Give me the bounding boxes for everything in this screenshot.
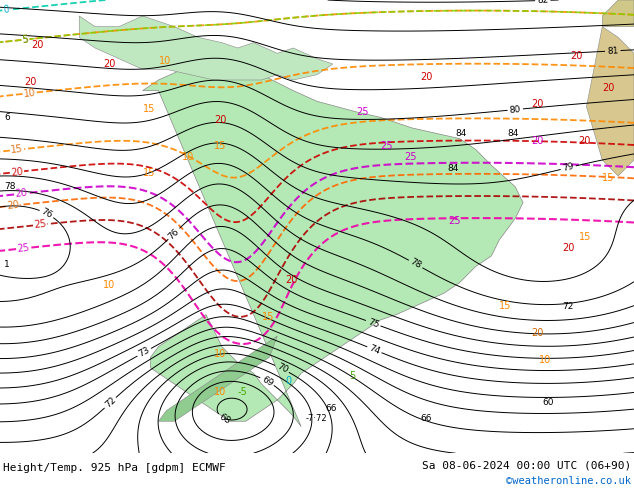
Text: 74: 74 bbox=[367, 343, 381, 356]
Text: 15: 15 bbox=[10, 144, 23, 155]
Text: 20: 20 bbox=[6, 200, 20, 211]
Text: 0: 0 bbox=[285, 376, 292, 386]
Text: 68: 68 bbox=[217, 412, 232, 425]
Text: 15: 15 bbox=[261, 312, 274, 322]
Text: 15: 15 bbox=[500, 301, 512, 311]
Text: 72: 72 bbox=[103, 395, 117, 410]
Text: 81: 81 bbox=[607, 46, 619, 56]
Text: 20: 20 bbox=[214, 115, 226, 124]
Text: 10: 10 bbox=[183, 152, 195, 162]
Text: 20: 20 bbox=[571, 50, 583, 61]
Text: 5: 5 bbox=[22, 34, 29, 45]
Text: 20: 20 bbox=[578, 136, 591, 146]
Text: 10: 10 bbox=[103, 280, 115, 290]
Text: 20: 20 bbox=[531, 98, 543, 109]
Text: 20: 20 bbox=[602, 83, 615, 93]
Text: 10: 10 bbox=[158, 56, 171, 66]
Text: 10: 10 bbox=[214, 387, 226, 396]
Text: 84: 84 bbox=[448, 164, 459, 172]
Text: 20: 20 bbox=[563, 243, 575, 253]
Text: 1: 1 bbox=[4, 260, 10, 269]
Polygon shape bbox=[158, 336, 278, 421]
Text: 20: 20 bbox=[32, 40, 44, 50]
Text: 10: 10 bbox=[214, 349, 226, 359]
Polygon shape bbox=[586, 26, 634, 176]
Text: 75: 75 bbox=[366, 317, 380, 329]
Text: 25: 25 bbox=[380, 141, 393, 151]
Text: 20: 20 bbox=[420, 72, 432, 82]
Text: 76: 76 bbox=[39, 207, 54, 220]
Text: 25: 25 bbox=[448, 216, 460, 226]
Text: 20: 20 bbox=[23, 77, 36, 87]
Text: 20: 20 bbox=[15, 188, 28, 199]
Text: 25: 25 bbox=[16, 243, 30, 254]
Text: 15: 15 bbox=[214, 141, 226, 151]
Text: 5: 5 bbox=[349, 370, 355, 381]
Text: -5: -5 bbox=[238, 387, 247, 396]
Text: 72: 72 bbox=[563, 302, 574, 311]
Polygon shape bbox=[602, 0, 634, 26]
Text: 20: 20 bbox=[531, 328, 543, 338]
Polygon shape bbox=[79, 16, 333, 80]
Text: 76: 76 bbox=[167, 226, 181, 241]
Text: 66: 66 bbox=[420, 414, 432, 423]
Text: Height/Temp. 925 hPa [gdpm] ECMWF: Height/Temp. 925 hPa [gdpm] ECMWF bbox=[3, 463, 226, 473]
Text: 25: 25 bbox=[404, 152, 417, 162]
Text: 80: 80 bbox=[509, 104, 521, 115]
Text: 25: 25 bbox=[356, 107, 369, 117]
Text: 82: 82 bbox=[537, 0, 548, 5]
Text: 20: 20 bbox=[285, 274, 298, 285]
Text: 0: 0 bbox=[3, 4, 10, 15]
Text: 79: 79 bbox=[562, 162, 575, 173]
Text: 60: 60 bbox=[543, 398, 554, 407]
Text: 66: 66 bbox=[325, 404, 337, 413]
Text: 10: 10 bbox=[23, 88, 36, 99]
Text: 15: 15 bbox=[143, 104, 155, 114]
Text: 78: 78 bbox=[4, 182, 15, 191]
Text: -7·72: -7·72 bbox=[305, 414, 327, 423]
Text: 20: 20 bbox=[10, 166, 23, 178]
Text: 25: 25 bbox=[34, 219, 47, 230]
Text: 6: 6 bbox=[4, 113, 10, 122]
Text: 15: 15 bbox=[578, 232, 591, 242]
Text: 20: 20 bbox=[531, 136, 543, 146]
Text: 15: 15 bbox=[602, 173, 615, 183]
Text: 10: 10 bbox=[539, 355, 551, 365]
Text: 5: 5 bbox=[22, 34, 29, 45]
Text: ©weatheronline.co.uk: ©weatheronline.co.uk bbox=[506, 476, 631, 486]
Text: 73: 73 bbox=[137, 345, 152, 359]
Polygon shape bbox=[143, 69, 523, 427]
Text: 78: 78 bbox=[408, 257, 423, 271]
Text: 70: 70 bbox=[275, 362, 289, 375]
Text: 20: 20 bbox=[103, 59, 115, 69]
Text: 15: 15 bbox=[143, 168, 155, 178]
Text: Sa 08-06-2024 00:00 UTC (06+90): Sa 08-06-2024 00:00 UTC (06+90) bbox=[422, 461, 631, 470]
Text: 84: 84 bbox=[507, 129, 519, 138]
Text: 69: 69 bbox=[260, 374, 275, 388]
Text: 84: 84 bbox=[456, 129, 467, 138]
